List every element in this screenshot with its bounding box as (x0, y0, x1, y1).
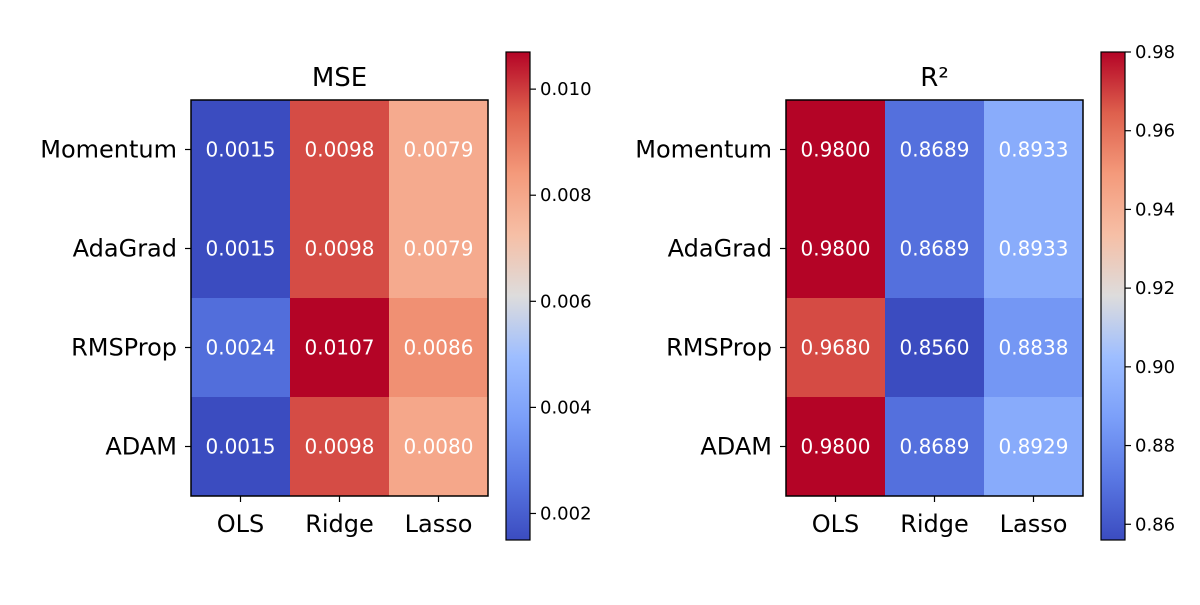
mse-heatmap-cell (290, 397, 390, 497)
r2-colorbar (1100, 51, 1126, 541)
r2-colorbar-tick-label: 0.92 (1135, 278, 1175, 299)
r2-colorbar-tick-label: 0.98 (1135, 42, 1175, 63)
mse-x-tick-label: OLS (217, 510, 265, 538)
mse-heatmap-cell (191, 199, 291, 299)
r2-cell-value-label: 0.8689 (900, 435, 970, 459)
r2-colorbar-tick-label: 0.90 (1135, 357, 1175, 378)
mse-colorbar-tick-label: 0.004 (540, 397, 592, 418)
r2-heatmap-cell (984, 397, 1084, 497)
r2-x-tick-label: Ridge (900, 510, 969, 538)
mse-y-tick-label: Momentum (40, 136, 177, 164)
r2-heatmap-cell (786, 397, 886, 497)
mse-heatmap-cell (389, 199, 489, 299)
r2-x-tick-label: OLS (812, 510, 860, 538)
r2-y-tick-label: RMSProp (666, 334, 772, 362)
r2-cell-value-label: 0.9680 (801, 336, 871, 360)
mse-heatmap-cell (389, 298, 489, 398)
mse-cell-value-label: 0.0107 (305, 336, 375, 360)
mse-heatmap-cell (191, 100, 291, 200)
mse-heatmap-cell (290, 298, 390, 398)
r2-cell-value-label: 0.8838 (999, 336, 1069, 360)
r2-y-tick-label: ADAM (700, 433, 772, 461)
mse-cell-value-label: 0.0080 (404, 435, 474, 459)
r2-heatmap-cell (786, 298, 886, 398)
mse-x-tick-label: Ridge (305, 510, 374, 538)
mse-cell-value-label: 0.0098 (305, 435, 375, 459)
mse-colorbar (505, 51, 531, 541)
r2-cell-value-label: 0.9800 (801, 237, 871, 261)
mse-cell-value-label: 0.0079 (404, 138, 474, 162)
r2-x-tick-label: Lasso (1000, 510, 1068, 538)
mse-colorbar-tick-label: 0.008 (540, 185, 592, 206)
r2-cell-value-label: 0.8929 (999, 435, 1069, 459)
mse-heatmap-cell (290, 199, 390, 299)
mse-cell-value-label: 0.0015 (206, 237, 276, 261)
r2-cell-value-label: 0.8689 (900, 237, 970, 261)
mse-y-tick-label: RMSProp (71, 334, 177, 362)
r2-heatmap-cell (984, 298, 1084, 398)
r2-chart-title: R² (920, 63, 949, 93)
r2-heatmap-cell (786, 100, 886, 200)
r2-y-tick-label: Momentum (635, 136, 772, 164)
mse-cell-value-label: 0.0024 (206, 336, 276, 360)
mse-heatmap-cell (290, 100, 390, 200)
r2-heatmap-cell (984, 199, 1084, 299)
mse-cell-value-label: 0.0015 (206, 138, 276, 162)
mse-heatmap-cell (191, 397, 291, 497)
r2-heatmap-cell (885, 397, 985, 497)
r2-colorbar-tick-label: 0.88 (1135, 436, 1175, 457)
r2-heatmap-cell (885, 100, 985, 200)
r2-cell-value-label: 0.8933 (999, 138, 1069, 162)
mse-chart-title: MSE (312, 63, 367, 93)
mse-cell-value-label: 0.0015 (206, 435, 276, 459)
mse-heatmap-cell (389, 397, 489, 497)
mse-colorbar-tick-label: 0.010 (540, 79, 592, 100)
mse-cell-value-label: 0.0098 (305, 138, 375, 162)
mse-cell-value-label: 0.0079 (404, 237, 474, 261)
r2-heatmap-cell (786, 199, 886, 299)
r2-heatmap-cell (885, 298, 985, 398)
mse-y-tick-label: ADAM (105, 433, 177, 461)
r2-heatmap-cell (984, 100, 1084, 200)
mse-colorbar-tick-label: 0.006 (540, 291, 592, 312)
mse-heatmap-cell (389, 100, 489, 200)
r2-colorbar-tick-label: 0.96 (1135, 121, 1175, 142)
r2-cell-value-label: 0.8560 (900, 336, 970, 360)
mse-heatmap-cell (191, 298, 291, 398)
r2-y-tick-label: AdaGrad (668, 235, 772, 263)
r2-colorbar-tick-label: 0.94 (1135, 199, 1175, 220)
mse-x-tick-label: Lasso (405, 510, 473, 538)
r2-cell-value-label: 0.8933 (999, 237, 1069, 261)
r2-cell-value-label: 0.9800 (801, 138, 871, 162)
mse-cell-value-label: 0.0098 (305, 237, 375, 261)
mse-cell-value-label: 0.0086 (404, 336, 474, 360)
r2-cell-value-label: 0.8689 (900, 138, 970, 162)
mse-y-tick-label: AdaGrad (73, 235, 177, 263)
mse-colorbar-tick-label: 0.002 (540, 503, 592, 524)
r2-heatmap-cell (885, 199, 985, 299)
r2-colorbar-tick-label: 0.86 (1135, 514, 1175, 535)
r2-cell-value-label: 0.9800 (801, 435, 871, 459)
